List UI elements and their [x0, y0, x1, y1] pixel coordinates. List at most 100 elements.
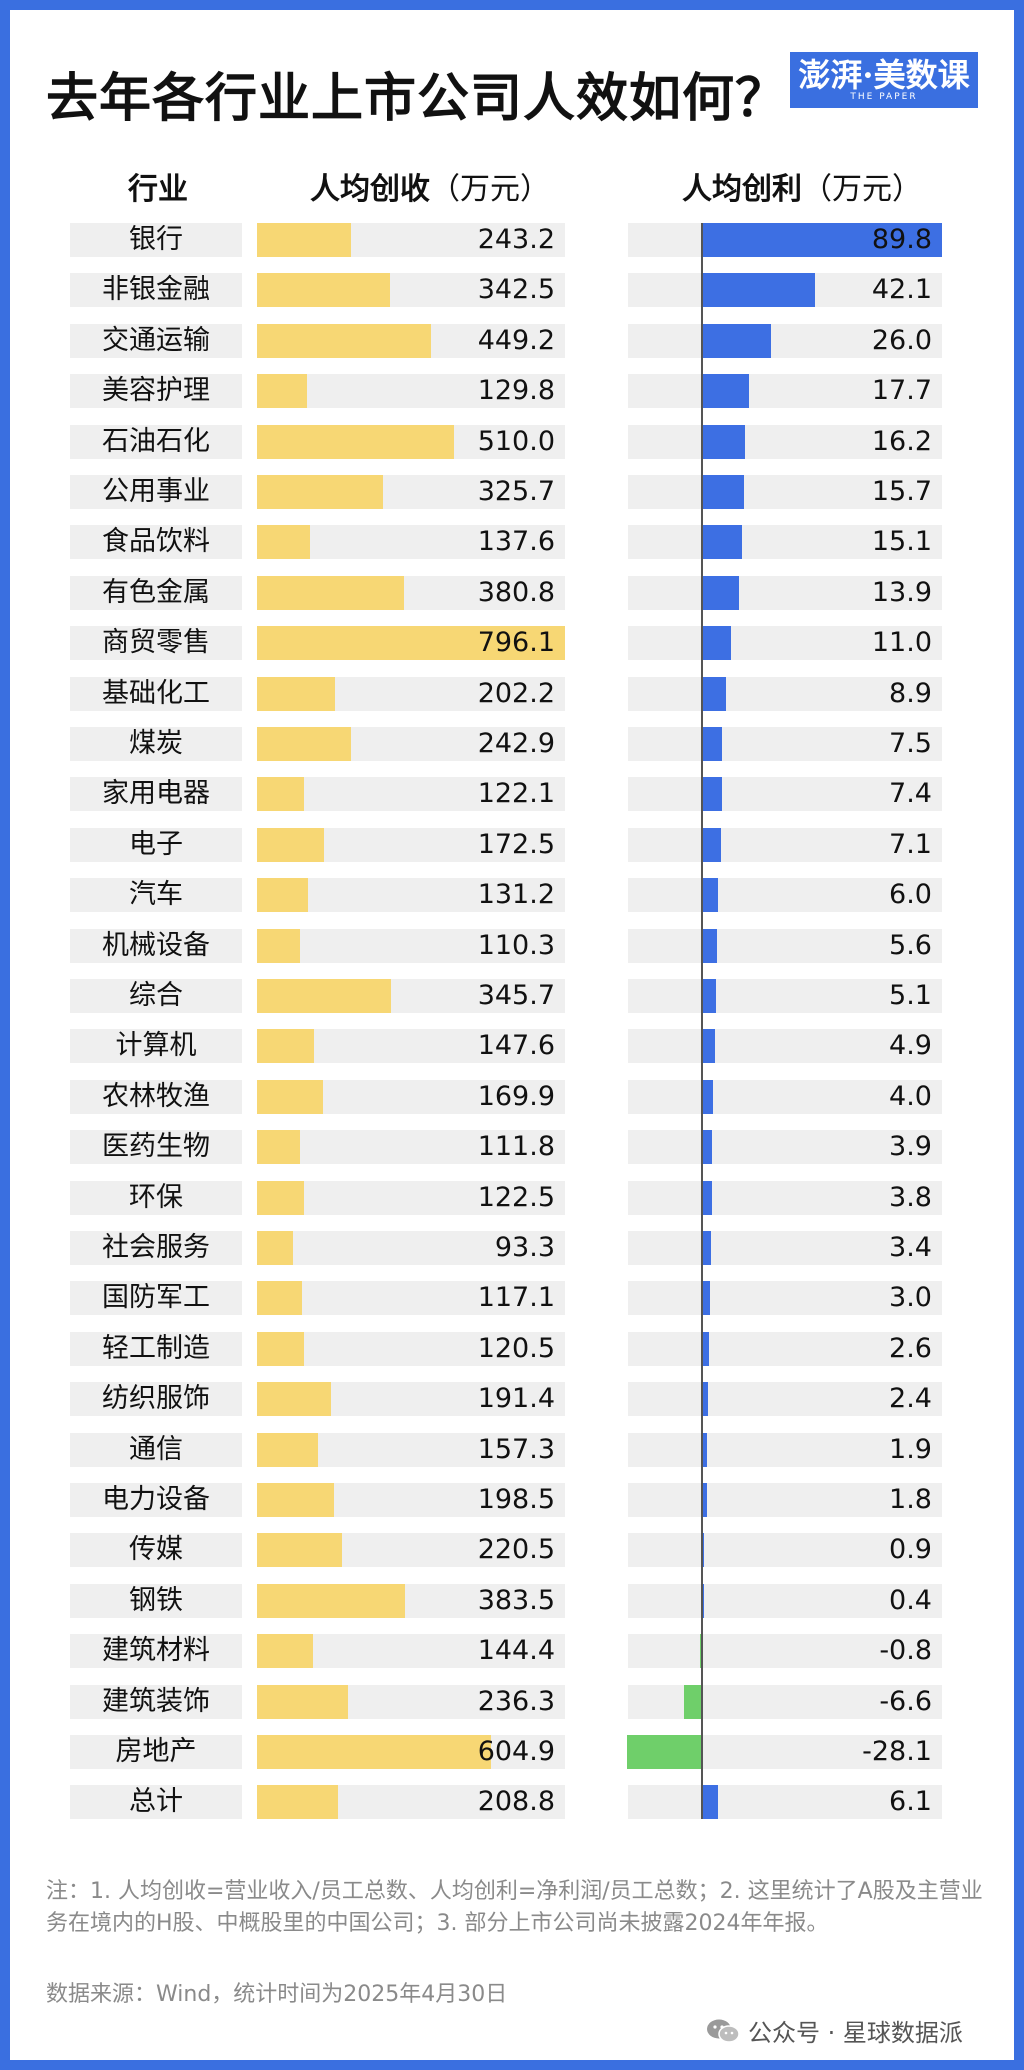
profit-value: 0.9	[889, 1534, 932, 1566]
industry-cell	[70, 1483, 242, 1517]
profit-value: 42.1	[871, 274, 932, 306]
industry-cell	[70, 525, 242, 560]
profit-bar	[702, 1231, 712, 1265]
profit-cell	[628, 1281, 942, 1316]
profit-bar	[702, 1180, 713, 1215]
industry-cell	[70, 827, 242, 862]
revenue-bar	[257, 1483, 334, 1517]
logo-text: 澎湃·美数课	[798, 56, 970, 94]
industry-label: 美容护理	[102, 375, 210, 407]
profit-bar	[702, 1331, 709, 1366]
industry-cell	[70, 878, 242, 913]
industry-label: 纺织服饰	[102, 1383, 210, 1415]
industry-cell	[70, 1180, 242, 1215]
industry-label: 交通运输	[102, 324, 210, 356]
industry-label: 建筑装饰	[102, 1685, 210, 1717]
profit-bar	[702, 727, 723, 761]
chart-rows: 银行 243.2 89.8 非银金融 342.5 42.1 交通运输 449.2 26.0 美容护…	[10, 10, 1014, 1850]
revenue-value: 604.9	[477, 1736, 555, 1767]
profit-cell	[628, 1432, 942, 1467]
revenue-cell	[257, 1180, 565, 1215]
revenue-bar	[257, 777, 305, 812]
industry-cell	[70, 1583, 242, 1618]
industry-label: 计算机	[115, 1030, 197, 1062]
revenue-cell	[257, 1331, 565, 1366]
profit-value: 7.1	[889, 828, 932, 860]
industry-cell	[70, 777, 242, 812]
profit-cell	[628, 525, 942, 560]
profit-cell	[628, 827, 942, 862]
industry-label: 石油石化	[102, 425, 210, 457]
profit-cell	[628, 374, 942, 409]
profit-zero-axis	[701, 223, 703, 1820]
profit-cell	[628, 1583, 942, 1618]
revenue-bar	[257, 979, 391, 1013]
profit-bar	[702, 676, 726, 711]
profit-bar	[702, 223, 942, 257]
industry-cell	[70, 1634, 242, 1669]
revenue-bar	[257, 525, 311, 560]
revenue-cell	[257, 1231, 565, 1265]
industry-cell	[70, 1281, 242, 1316]
profit-value: 1.8	[889, 1484, 932, 1515]
profit-cell	[628, 777, 942, 812]
profit-bar	[702, 374, 750, 409]
profit-value: 17.7	[871, 375, 932, 407]
revenue-value: 117.1	[477, 1282, 555, 1314]
header-profit-label: 人均创利	[682, 172, 802, 207]
revenue-value: 122.5	[477, 1181, 555, 1213]
profit-value: 6.1	[889, 1786, 932, 1818]
profit-bar	[702, 777, 722, 812]
profit-bar	[702, 1281, 711, 1316]
profit-bar	[702, 878, 719, 913]
profit-value: 15.1	[871, 526, 932, 558]
revenue-value: 137.6	[477, 526, 555, 558]
profit-value: 26.0	[871, 324, 932, 356]
industry-cell	[70, 374, 242, 409]
revenue-value: 342.5	[477, 274, 555, 306]
profit-bar	[702, 928, 717, 963]
revenue-cell	[257, 374, 565, 409]
industry-label: 电子	[129, 828, 183, 860]
revenue-value: 129.8	[477, 375, 555, 407]
industry-cell	[70, 676, 242, 711]
profit-value: -0.8	[879, 1635, 932, 1667]
profit-bar	[702, 626, 732, 661]
revenue-bar	[257, 676, 336, 711]
profit-value: 0.4	[889, 1584, 932, 1616]
revenue-cell	[257, 1130, 565, 1165]
revenue-bar	[257, 1583, 406, 1618]
revenue-bar	[257, 575, 405, 610]
revenue-bar	[257, 626, 565, 661]
profit-value: 15.7	[871, 476, 932, 507]
revenue-value: 449.2	[477, 324, 555, 356]
revenue-cell	[257, 777, 565, 812]
data-source: 数据来源：Wind，统计时间为2025年4月30日	[46, 1982, 508, 2007]
revenue-bar	[257, 323, 431, 358]
profit-value: 4.0	[889, 1080, 932, 1112]
industry-label: 国防军工	[102, 1282, 210, 1314]
industry-cell	[70, 1331, 242, 1366]
revenue-value: 220.5	[477, 1534, 555, 1566]
industry-label: 煤炭	[129, 728, 183, 759]
profit-cell	[628, 1382, 942, 1417]
industry-cell	[70, 1684, 242, 1719]
profit-cell	[628, 323, 942, 358]
revenue-value: 111.8	[477, 1131, 555, 1163]
industry-label: 电力设备	[102, 1484, 210, 1515]
revenue-bar	[257, 374, 308, 409]
profit-bar-negative	[699, 1634, 702, 1669]
industry-cell	[70, 1785, 242, 1820]
profit-value: -6.6	[879, 1685, 932, 1717]
industry-label: 医药生物	[102, 1131, 210, 1163]
industry-label: 钢铁	[129, 1584, 183, 1616]
profit-bar	[702, 1533, 705, 1568]
profit-value: 16.2	[871, 425, 932, 457]
profit-value: 13.9	[871, 576, 932, 608]
industry-label: 有色金属	[102, 576, 210, 608]
revenue-value: 147.6	[477, 1030, 555, 1062]
revenue-bar	[257, 475, 383, 509]
industry-label: 家用电器	[102, 778, 210, 810]
profit-cell	[628, 1785, 942, 1820]
profit-value: 3.9	[889, 1131, 932, 1163]
